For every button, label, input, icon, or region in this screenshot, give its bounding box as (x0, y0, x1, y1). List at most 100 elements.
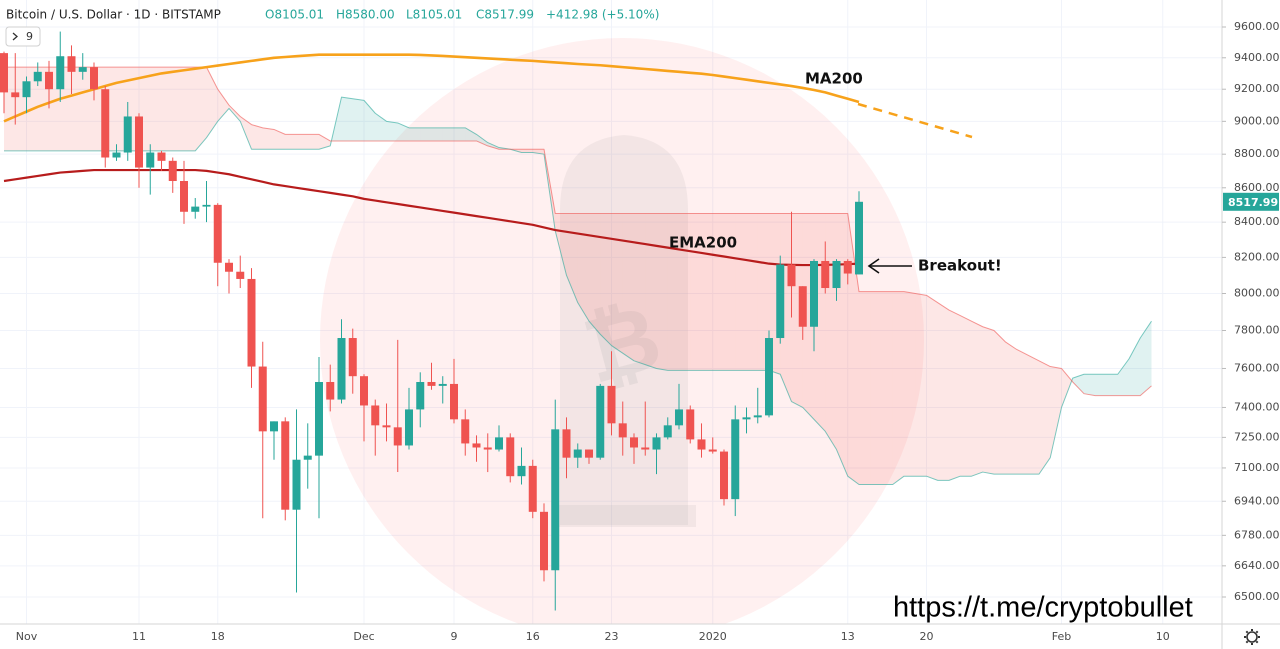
candle-body (641, 447, 650, 450)
candle-body (393, 427, 402, 446)
candle-body (348, 338, 357, 377)
cloud-fill (949, 310, 961, 481)
indicator-toggle-box[interactable] (5, 26, 41, 47)
candle-body (382, 425, 391, 428)
candle-body (731, 419, 740, 500)
last-price-badge (1223, 192, 1279, 211)
cloud-fill (712, 213, 724, 371)
cloud-fill (926, 295, 938, 481)
breakout-label: Breakout! (918, 257, 1002, 275)
cloud-fill (172, 67, 184, 151)
candle-body (438, 383, 447, 386)
gear-ring[interactable] (1246, 631, 1258, 643)
cloud-fill (397, 122, 409, 141)
cloud-fill (994, 330, 1006, 475)
candle-body (630, 437, 638, 448)
candle-body (573, 449, 582, 458)
candle-body (90, 67, 98, 90)
candle-body (697, 439, 706, 450)
candle-body (202, 204, 211, 207)
cloud-fill (589, 213, 601, 335)
candle-body (258, 366, 267, 432)
cloud-fill (667, 213, 679, 371)
cloud-fill (71, 67, 83, 151)
candle-body (585, 449, 593, 458)
axes: 9600.00 9400.00 9200.00 9000.00 8800.00 8600.… (16, 20, 1280, 643)
candle-body (56, 56, 65, 90)
candle-body (753, 415, 762, 418)
candle-body (832, 260, 841, 289)
cloud-fill (960, 315, 972, 477)
cloud-fill (645, 213, 657, 369)
settings-icon[interactable] (1244, 629, 1260, 645)
y-tick-label: 8600.00 (1234, 181, 1280, 194)
candle-body (337, 338, 346, 400)
cloud-fill (847, 213, 859, 485)
cloud-fill (161, 67, 173, 151)
cloud-fill (656, 213, 668, 371)
candle-body (765, 338, 773, 416)
cloud-fill (892, 291, 904, 485)
cloud-fill (352, 98, 364, 141)
candle-body (78, 67, 87, 72)
candle-body (776, 264, 785, 339)
candle-body (483, 447, 492, 450)
candle-body (855, 201, 863, 275)
x-tick-label: 23 (605, 630, 619, 643)
x-tick-label: 9 (451, 630, 458, 643)
y-tick-label: 7250.00 (1234, 430, 1280, 443)
candle-body (742, 417, 751, 420)
candle-body (540, 511, 548, 571)
candle-body (506, 437, 515, 477)
candle-body (405, 409, 413, 446)
candle-body (675, 409, 683, 426)
cloud-fill (1050, 366, 1062, 458)
low-value: L8105.01 (406, 8, 462, 22)
watermark-bullet (560, 135, 688, 525)
open-value: O8105.01 (265, 8, 324, 22)
candle-body (326, 381, 335, 400)
cloud-fill (1106, 374, 1118, 396)
y-tick-label: 9200.00 (1234, 82, 1280, 95)
price-axis-panel (1222, 0, 1280, 649)
cloud-fill (634, 213, 646, 365)
candle-body (562, 429, 571, 458)
arrow-head (867, 258, 880, 274)
x-tick-label: Feb (1052, 630, 1071, 643)
candle-body (360, 376, 368, 406)
candle-body (450, 383, 458, 420)
cloud-fill (150, 67, 162, 151)
indicator-toggle-chevron (12, 32, 18, 41)
candle-body (270, 421, 278, 432)
cloud-fill (1027, 355, 1039, 475)
y-tick-label: 9400.00 (1234, 51, 1280, 64)
close-value: C8517.99 (476, 8, 534, 22)
candle-body (146, 152, 155, 168)
ma-line (3, 168, 860, 267)
candle-body (303, 455, 312, 460)
candle-body (810, 260, 818, 327)
x-tick-label: 11 (132, 630, 146, 643)
candle-body (67, 56, 76, 72)
y-tick-label: 7600.00 (1234, 361, 1280, 374)
cloud-fill (904, 291, 916, 477)
watermark-circle (320, 38, 924, 642)
watermark-logo: ₿ (320, 38, 924, 642)
candle-body (45, 71, 53, 90)
indicator-toggle[interactable]: 9 (5, 26, 41, 47)
candle-body (517, 465, 526, 477)
cloud-fill (757, 213, 769, 371)
candle-body (135, 116, 143, 168)
candle-body (652, 437, 661, 450)
cloud-fill (746, 213, 758, 371)
cloud-fill (1039, 360, 1051, 475)
cloud-fill (386, 121, 398, 141)
y-tick-label: 8400.00 (1234, 215, 1280, 228)
gear-teeth (1244, 629, 1260, 645)
candle-body (618, 423, 627, 438)
cloud-fill (937, 302, 949, 481)
candle-body (821, 260, 830, 289)
cloud-fill (1072, 374, 1084, 394)
candle-body (247, 278, 256, 367)
cloud-fill (251, 124, 263, 150)
